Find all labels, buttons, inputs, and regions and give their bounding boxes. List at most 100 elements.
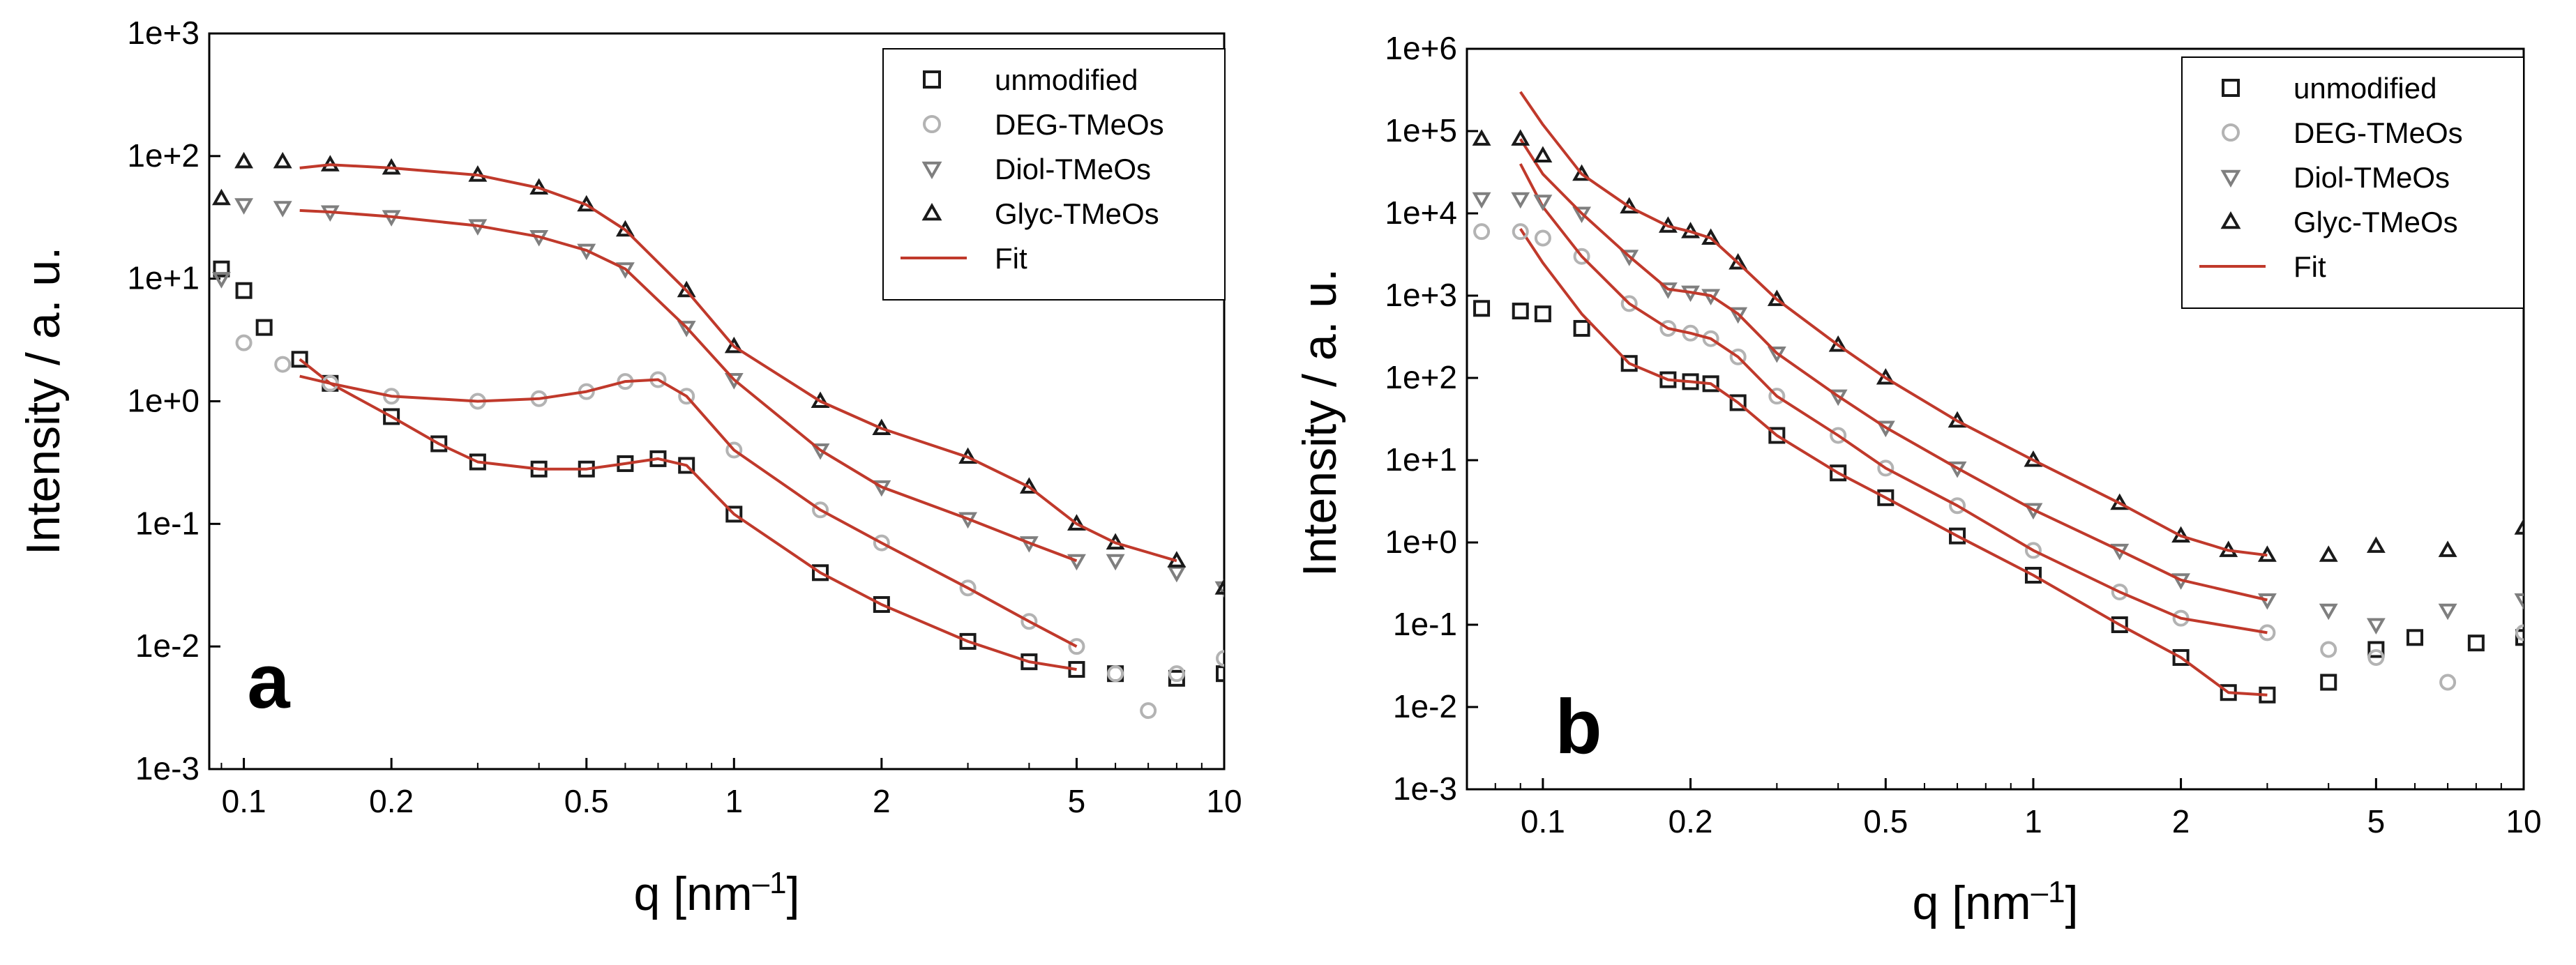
x-tick-label: 2 bbox=[2172, 803, 2190, 839]
data-point bbox=[1512, 223, 1529, 241]
data-point bbox=[274, 356, 292, 373]
y-tick-label: 1e+3 bbox=[127, 15, 199, 51]
data-point bbox=[1472, 129, 1491, 146]
data-point bbox=[2024, 566, 2042, 584]
data-point bbox=[724, 373, 744, 390]
fit-line bbox=[299, 208, 1078, 563]
legend-marker bbox=[2222, 79, 2240, 97]
data-point bbox=[725, 441, 743, 459]
legend-marker bbox=[923, 70, 941, 89]
y-tick-label: 1e-2 bbox=[1393, 688, 1457, 724]
data-point bbox=[1106, 554, 1125, 571]
data-point bbox=[2514, 518, 2524, 535]
y-tick-label: 1e+3 bbox=[1385, 277, 1457, 313]
data-point bbox=[2366, 536, 2386, 553]
data-point bbox=[2515, 624, 2524, 641]
data-point bbox=[2366, 618, 2386, 635]
legend-label: Glyc-TMeOs bbox=[2293, 206, 2458, 238]
chart-panel-a: 0.1 0.2 0.5 1 2 5 10 1e-3 1e-2 1e-1 1e+0 1e+1 1e+2 1e… bbox=[17, 15, 1242, 920]
data-point bbox=[1067, 514, 1086, 531]
data-point bbox=[1728, 307, 1748, 324]
data-point bbox=[1830, 464, 1847, 482]
data-point bbox=[2320, 674, 2337, 691]
x-axis-label: q [nm–1] bbox=[634, 866, 800, 921]
data-point bbox=[615, 262, 635, 279]
y-tick-label: 1e-1 bbox=[135, 505, 199, 541]
fit-line bbox=[1519, 163, 2268, 635]
data-point bbox=[1168, 665, 1185, 683]
data-point bbox=[677, 321, 696, 337]
data-point bbox=[1533, 146, 1553, 163]
data-point bbox=[1168, 669, 1185, 687]
data-point bbox=[1533, 195, 1553, 211]
legend-marker bbox=[921, 161, 942, 180]
legend-marker bbox=[2220, 211, 2241, 229]
data-point bbox=[1620, 295, 1638, 312]
y-tick-label: 1e+5 bbox=[1385, 112, 1457, 149]
y-axis-label: Intensity / a. u. bbox=[1293, 268, 1346, 577]
legend-label: DEG-TMeOs bbox=[995, 108, 1164, 141]
data-point bbox=[1877, 459, 1895, 477]
data-point bbox=[2367, 648, 2385, 666]
data-point bbox=[2515, 629, 2524, 646]
y-tick-label: 1e-1 bbox=[1393, 606, 1457, 642]
data-point bbox=[255, 319, 273, 336]
data-point bbox=[1573, 319, 1590, 337]
data-point bbox=[1768, 427, 1786, 444]
x-tick-label: 10 bbox=[2506, 803, 2541, 839]
x-tick-label: 5 bbox=[1068, 783, 1086, 819]
data-point bbox=[2172, 648, 2190, 666]
data-point bbox=[1067, 554, 1086, 571]
data-point bbox=[812, 501, 829, 519]
y-tick-label: 1e+1 bbox=[127, 260, 199, 296]
y-tick-label: 1e+6 bbox=[1385, 30, 1457, 66]
series-Glyc-TMeOs bbox=[211, 151, 1224, 595]
chart-panel-b: 0.1 0.2 0.5 1 2 5 10 1e-3 1e-2 1e-1 1e+0 1e+1 1e+2 1e… bbox=[1293, 30, 2542, 929]
x-tick-label: 0.5 bbox=[564, 783, 609, 819]
x-tick-label: 0.1 bbox=[1521, 803, 1565, 839]
data-point bbox=[1068, 638, 1085, 655]
legend-marker bbox=[921, 202, 942, 221]
data-point bbox=[1659, 319, 1677, 337]
data-point bbox=[724, 336, 744, 354]
data-point bbox=[2367, 641, 2385, 658]
data-point bbox=[2320, 641, 2337, 658]
data-point bbox=[1828, 335, 1848, 352]
data-point bbox=[235, 282, 253, 299]
x-tick-label: 10 bbox=[1206, 783, 1242, 819]
legend-marker bbox=[923, 115, 941, 133]
series-DEG-TMeOs bbox=[235, 334, 1224, 720]
y-tick-label: 1e+0 bbox=[1385, 524, 1457, 560]
data-point bbox=[959, 579, 977, 597]
data-point bbox=[2111, 584, 2128, 601]
fit-line bbox=[1519, 228, 2268, 697]
data-point bbox=[2514, 593, 2524, 610]
data-point bbox=[1020, 613, 1038, 630]
data-point bbox=[430, 435, 448, 453]
x-tick-label: 5 bbox=[2367, 803, 2386, 839]
y-tick-label: 1e+1 bbox=[1385, 441, 1457, 478]
data-point bbox=[2439, 674, 2457, 691]
x-tick-label: 1 bbox=[2024, 803, 2042, 839]
y-axis-label: Intensity / a. u. bbox=[17, 247, 70, 555]
x-tick-label: 0.2 bbox=[1669, 803, 1713, 839]
series-DEG-TMeOs bbox=[1473, 163, 2524, 691]
data-point bbox=[1728, 253, 1748, 270]
fit-line bbox=[1519, 138, 2268, 602]
legend-label: unmodified bbox=[995, 63, 1138, 96]
data-point bbox=[1534, 305, 1551, 323]
y-tick-label: 1e-3 bbox=[1393, 770, 1457, 807]
x-tick-label: 0.5 bbox=[1863, 803, 1908, 839]
data-point bbox=[1682, 324, 1699, 342]
data-point bbox=[1214, 578, 1224, 595]
data-point bbox=[1767, 289, 1786, 306]
series-unmodified bbox=[1473, 228, 2524, 704]
data-point bbox=[678, 457, 695, 474]
series-Diol-TMeOs bbox=[1472, 138, 2524, 635]
data-point bbox=[1620, 355, 1638, 372]
data-point bbox=[873, 534, 890, 552]
data-point bbox=[1511, 192, 1530, 209]
y-tick-label: 1e+2 bbox=[127, 137, 199, 174]
y-tick-label: 1e-3 bbox=[135, 750, 199, 787]
